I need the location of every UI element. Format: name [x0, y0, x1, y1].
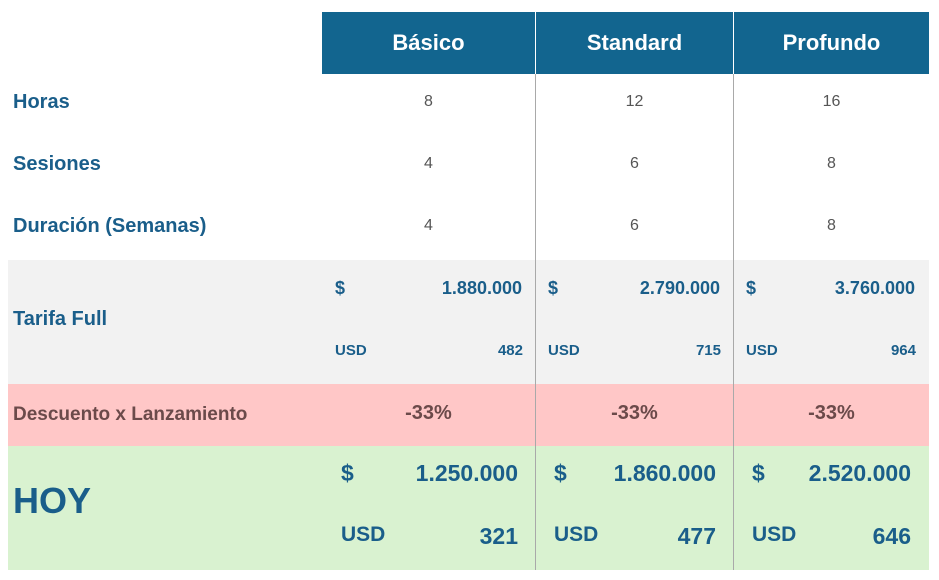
full-usd-label-standard: USD: [548, 342, 580, 359]
plan-header-profundo: Profundo: [734, 12, 929, 74]
cell-sesiones-standard: 6: [630, 155, 639, 172]
descuento-band: [8, 384, 929, 446]
cell-duracion-basico: 4: [424, 217, 433, 234]
full-usd-basico: 482: [497, 342, 523, 359]
plan-header-standard: Standard: [536, 12, 733, 74]
header-divider: [535, 12, 536, 74]
hoy-band: [8, 446, 929, 570]
cell-horas-profundo: 16: [822, 93, 841, 110]
cell-horas-standard: 12: [625, 93, 644, 110]
full-amount-profundo: 3.760.000: [834, 278, 915, 298]
hoy-amount-basico: 1.250.000: [415, 460, 518, 486]
hoy-usd-label-standard: USD: [554, 523, 599, 546]
full-amount-standard: 2.790.000: [639, 278, 720, 298]
hoy-usd-standard: 477: [677, 523, 716, 549]
hoy-amount-standard: 1.860.000: [613, 460, 716, 486]
full-amount-basico: 1.880.000: [441, 278, 522, 298]
header-divider: [733, 12, 734, 74]
hoy-usd-label-profundo: USD: [752, 523, 797, 546]
cell-duracion-standard: 6: [630, 217, 639, 234]
cell-duracion-profundo: 8: [827, 217, 836, 234]
hoy-amount-profundo: 2.520.000: [808, 460, 911, 486]
column-divider: [733, 74, 734, 570]
row-label-tarifa-full: Tarifa Full: [13, 307, 108, 330]
full-usd-standard: 715: [695, 342, 721, 359]
full-currency-standard: $: [548, 278, 559, 298]
hoy-usd-label-basico: USD: [341, 523, 386, 546]
full-usd-label-basico: USD: [335, 342, 367, 359]
full-usd-profundo: 964: [890, 342, 916, 359]
descuento-profundo: -33%: [808, 401, 855, 424]
hoy-currency-standard: $: [554, 460, 567, 486]
hoy-usd-profundo: 646: [872, 523, 911, 549]
full-usd-label-profundo: USD: [746, 342, 778, 359]
row-label-hoy: HOY: [13, 480, 92, 521]
descuento-standard: -33%: [611, 401, 658, 424]
cell-horas-basico: 8: [424, 93, 433, 110]
row-label-descuento: Descuento x Lanzamiento: [13, 404, 248, 425]
full-currency-profundo: $: [746, 278, 757, 298]
hoy-currency-basico: $: [341, 460, 354, 486]
hoy-currency-profundo: $: [752, 460, 765, 486]
cell-sesiones-profundo: 8: [827, 155, 836, 172]
column-divider: [535, 74, 536, 570]
row-label-duracion: Duración (Semanas): [13, 214, 207, 237]
tarifa-full-band: [8, 260, 929, 384]
full-currency-basico: $: [335, 278, 346, 298]
descuento-basico: -33%: [405, 401, 452, 424]
hoy-usd-basico: 321: [479, 523, 518, 549]
cell-sesiones-basico: 4: [424, 155, 433, 172]
row-label-sesiones: Sesiones: [13, 152, 101, 175]
row-label-horas: Horas: [13, 90, 70, 113]
plan-header-basico: Básico: [322, 12, 535, 74]
